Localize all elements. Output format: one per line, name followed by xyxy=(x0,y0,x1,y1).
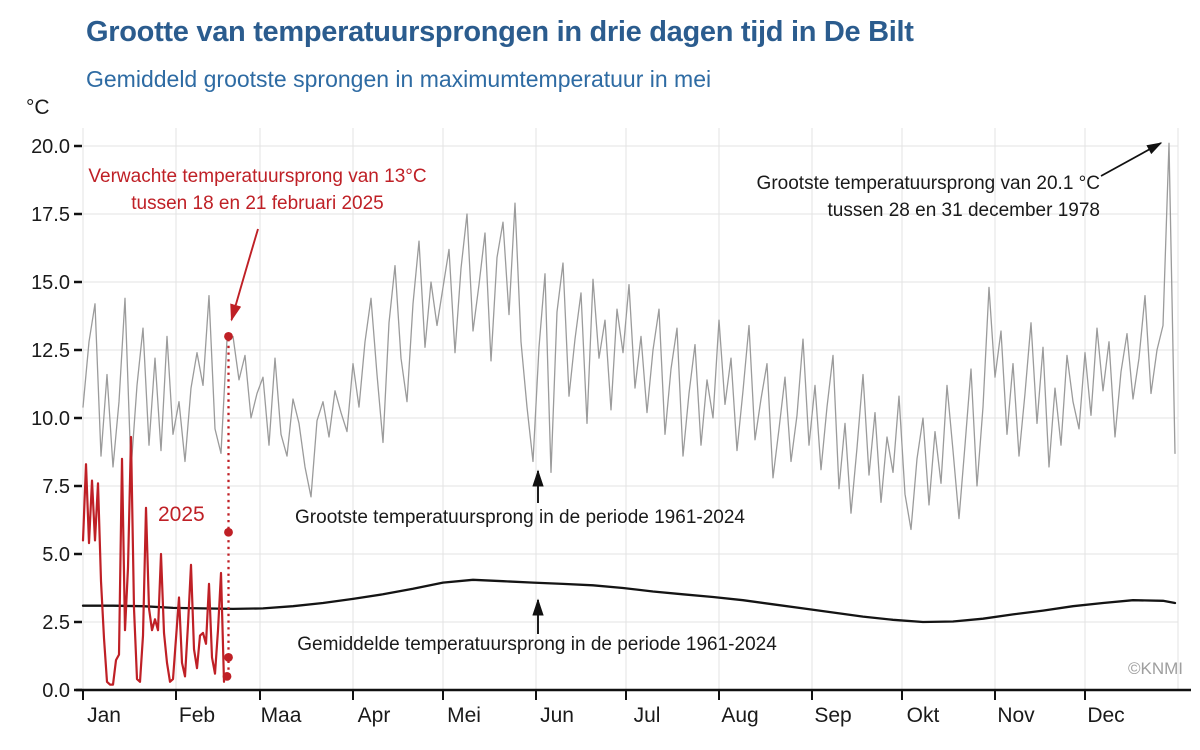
svg-text:0.0: 0.0 xyxy=(42,680,70,702)
svg-text:5.0: 5.0 xyxy=(42,544,70,566)
svg-text:2.5: 2.5 xyxy=(42,612,70,634)
annotation-expected-line2: tussen 18 en 21 februari 2025 xyxy=(131,193,384,214)
svg-text:Aug: Aug xyxy=(721,704,758,727)
y-axis-unit-label: °C xyxy=(26,96,50,119)
svg-text:Okt: Okt xyxy=(907,704,940,727)
year-2025-label: 2025 xyxy=(158,503,205,526)
page-title: Grootte van temperatuursprongen in drie … xyxy=(86,16,914,48)
annotation-max-series: Grootste temperatuursprong in de periode… xyxy=(295,507,745,528)
svg-text:20.0: 20.0 xyxy=(31,136,70,158)
annotation-expected-jump: Verwachte temperatuursprong van 13°C tus… xyxy=(40,163,475,217)
chart-graphics: 0.0 2.5 5.0 7.5 10.0 12.5 15.0 17.5 20.0 Jan Feb Ma… xyxy=(31,128,1191,727)
svg-text:7.5: 7.5 xyxy=(42,476,70,498)
svg-text:10.0: 10.0 xyxy=(31,408,70,430)
svg-text:Feb: Feb xyxy=(179,704,215,727)
svg-text:12.5: 12.5 xyxy=(31,340,70,362)
record-jump-arrow xyxy=(1100,142,1163,177)
svg-text:Jan: Jan xyxy=(87,704,121,727)
svg-text:Jun: Jun xyxy=(540,704,574,727)
svg-text:Maa: Maa xyxy=(261,704,302,727)
svg-text:15.0: 15.0 xyxy=(31,272,70,294)
annotation-record-line1: Grootste temperatuursprong van 20.1 °C xyxy=(756,173,1100,194)
annotation-avg-series: Gemiddelde temperatuursprong in de perio… xyxy=(297,634,777,655)
svg-text:Sep: Sep xyxy=(814,704,851,727)
page-subtitle: Gemiddeld grootste sprongen in maximumte… xyxy=(86,66,712,92)
svg-text:Nov: Nov xyxy=(997,704,1035,727)
annotation-record-line2: tussen 28 en 31 december 1978 xyxy=(827,200,1100,221)
svg-text:17.5: 17.5 xyxy=(31,204,70,226)
svg-text:Dec: Dec xyxy=(1087,704,1124,727)
svg-text:Apr: Apr xyxy=(358,704,391,727)
annotation-arrows xyxy=(230,142,1163,634)
svg-text:Mei: Mei xyxy=(447,704,481,727)
annotation-record-jump: Grootste temperatuursprong van 20.1 °C t… xyxy=(640,170,1100,224)
svg-text:Jul: Jul xyxy=(634,704,661,727)
annotation-expected-line1: Verwachte temperatuursprong van 13°C xyxy=(88,166,427,187)
knmi-credit: ©KNMI xyxy=(1127,659,1183,678)
expected-jump-arrow xyxy=(230,228,259,322)
